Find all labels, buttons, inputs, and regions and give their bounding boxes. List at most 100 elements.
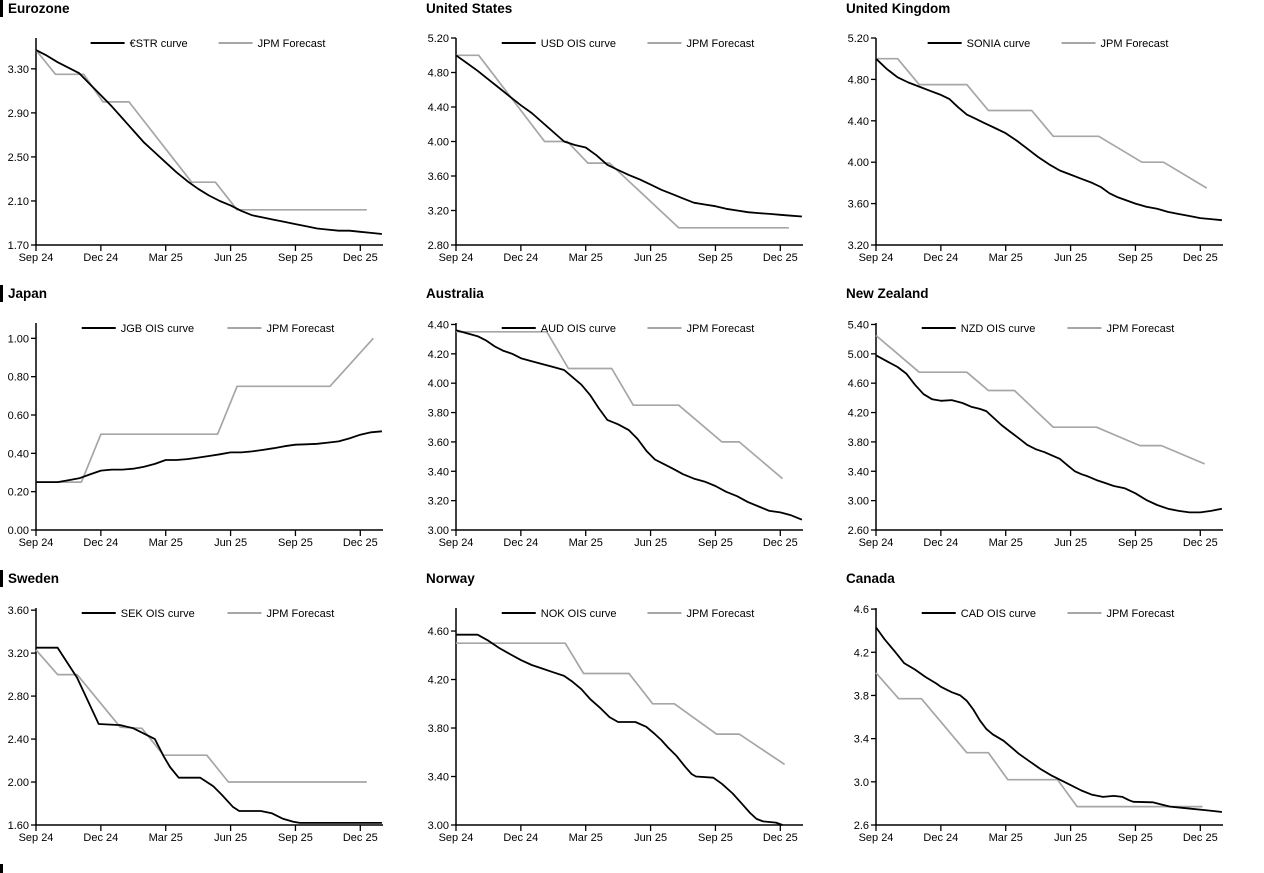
y-axis-tick-label: 1.70 [8,240,29,252]
chart-title-row: Australia [420,285,840,302]
chart-title-row: Norway [420,570,840,587]
x-axis-tick-label: Jun 25 [1054,252,1087,264]
chart-panel-eurozone: Eurozone 1.70 2.10 2.50 2.90 3.30 Sep 24 Dec 2… [0,0,420,285]
chart-panel-new-zealand: New Zealand 2.60 3.00 3.40 3.80 4.20 4.60 5.00… [840,285,1264,570]
series-line-nzd-ois-curve [875,354,1223,514]
series-line-jpm-forecast [456,54,789,229]
x-axis-tick-label: Sep 24 [19,252,54,264]
y-axis-tick-label: 3.40 [428,772,449,784]
series-line-str-curve [35,49,382,235]
x-axis-tick-label: Jun 25 [1054,537,1087,549]
chart-plot: 1.60 2.00 2.40 2.80 3.20 3.60 Sep 24 Dec 24 Mar … [8,605,383,844]
section-marker-bar [0,864,3,873]
y-axis-tick-label: 0.00 [8,525,29,537]
y-axis-tick-label: 5.20 [428,33,449,45]
y-axis-tick-label: 1.60 [8,820,29,832]
y-axis-tick-label: 3.20 [428,206,449,218]
y-axis-tick-label: 5.00 [848,349,869,361]
chart-plot: 1.70 2.10 2.50 2.90 3.30 Sep 24 Dec 24 Mar 25 Ju… [8,38,383,264]
chart-panel-canada: Canada 2.6 3.0 3.4 3.8 4.2 4.6 Sep 24 Dec 24 Mar… [840,570,1264,873]
chart-title-row: United States [420,0,840,17]
y-axis-tick-label: 4.20 [848,408,869,420]
legend-label-jpm-forecast: JPM Forecast [1106,608,1174,620]
y-axis-tick-label: 4.00 [428,378,449,390]
x-axis-tick-label: Dec 24 [923,537,958,549]
y-axis-tick-label: 4.2 [854,647,869,659]
y-axis-tick-label: 4.20 [428,675,449,687]
series-line-sek-ois-curve [36,646,382,824]
series-line-sonia-curve [875,58,1222,222]
chart-title-row: Sweden [0,570,420,587]
series-line-jpm-forecast [876,57,1208,189]
x-axis-tick-label: Mar 25 [569,537,603,549]
y-axis-tick-label: 2.10 [8,196,29,208]
chart-title-row: United Kingdom [840,0,1264,17]
legend-label-sek-ois-curve: SEK OIS curve [121,608,195,620]
y-axis-tick-label: 0.80 [8,372,29,384]
chart-title: Sweden [8,571,60,586]
title-accent-bar [0,570,3,587]
chart-title: Japan [8,286,48,301]
y-axis-tick-label: 4.00 [428,137,449,149]
x-axis-tick-label: Dec 24 [83,252,118,264]
y-axis-tick-label: 3.80 [848,437,869,449]
y-axis-tick-label: 2.00 [8,777,29,789]
legend-label-str-curve: €STR curve [130,38,188,50]
chart-title: Norway [426,571,475,586]
chart-panel-sweden: Sweden 1.60 2.00 2.40 2.80 3.20 3.60 Sep 24 Dec… [0,570,420,873]
x-axis-tick-label: Jun 25 [214,832,247,844]
x-axis-tick-label: Dec 25 [763,832,798,844]
chart-plot: 2.60 3.00 3.40 3.80 4.20 4.60 5.00 5.40 Sep 24 De… [848,319,1223,549]
x-axis-tick-label: Dec 25 [343,252,378,264]
y-axis-tick-label: 3.60 [428,437,449,449]
legend-label-sonia-curve: SONIA curve [967,38,1031,50]
series-line-jpm-forecast [456,642,786,766]
chart-title: United States [426,1,513,16]
chart-title: United Kingdom [846,1,951,16]
series-line-jpm-forecast [456,330,784,480]
x-axis-tick-label: Mar 25 [989,537,1023,549]
x-axis-tick-label: Sep 25 [1118,252,1153,264]
x-axis-tick-label: Jun 25 [634,252,667,264]
y-axis-tick-label: 3.60 [848,199,869,211]
x-axis-tick-label: Sep 24 [439,252,474,264]
series-line-jgb-ois-curve [36,430,382,484]
y-axis-tick-label: 2.40 [8,734,29,746]
y-axis-tick-label: 5.40 [848,319,869,331]
x-axis-tick-label: Mar 25 [569,252,603,264]
series-line-nok-ois-curve [456,633,783,826]
chart-plot: 3.00 3.20 3.40 3.60 3.80 4.00 4.20 4.40 Sep 24 De… [428,319,803,549]
chart-panel-united-states: United States 2.80 3.20 3.60 4.00 4.40 4.80 5.… [420,0,840,285]
x-axis-tick-label: Dec 24 [923,252,958,264]
x-axis-tick-label: Mar 25 [989,832,1023,844]
legend-label-jpm-forecast: JPM Forecast [258,38,326,50]
y-axis-tick-label: 4.6 [854,604,869,616]
y-axis-tick-label: 3.60 [428,171,449,183]
y-axis-tick-label: 0.60 [8,410,29,422]
legend-label-cad-ois-curve: CAD OIS curve [961,608,1036,620]
series-line-jpm-forecast [875,672,1203,808]
x-axis-tick-label: Dec 24 [503,832,538,844]
x-axis-tick-label: Sep 24 [859,832,894,844]
y-axis-tick-label: 4.60 [848,378,869,390]
chart-panel-australia: Australia 3.00 3.20 3.40 3.60 3.80 4.00 4.20 4.… [420,285,840,570]
x-axis-tick-label: Sep 24 [859,252,894,264]
x-axis-tick-label: Sep 25 [698,537,733,549]
y-axis-tick-label: 3.60 [8,605,29,617]
series-line-jpm-forecast [35,49,367,211]
y-axis-tick-label: 4.40 [428,102,449,114]
x-axis-tick-label: Dec 24 [83,832,118,844]
y-axis-tick-label: 2.50 [8,152,29,164]
chart-title-row: New Zealand [840,285,1264,302]
x-axis-tick-label: Dec 25 [1183,537,1218,549]
x-axis-tick-label: Mar 25 [149,832,183,844]
series-line-jpm-forecast [875,334,1205,465]
y-axis-tick-label: 2.80 [8,691,29,703]
chart-plot: 2.6 3.0 3.4 3.8 4.2 4.6 Sep 24 Dec 24 Mar 25 Jun … [854,604,1223,844]
y-axis-tick-label: 4.60 [428,626,449,638]
chart-plot: 3.20 3.60 4.00 4.40 4.80 5.20 Sep 24 Dec 24 Mar … [848,33,1223,264]
y-axis-tick-label: 2.6 [854,820,869,832]
y-axis-tick-label: 2.60 [848,525,869,537]
y-axis-tick-label: 4.40 [848,116,869,128]
